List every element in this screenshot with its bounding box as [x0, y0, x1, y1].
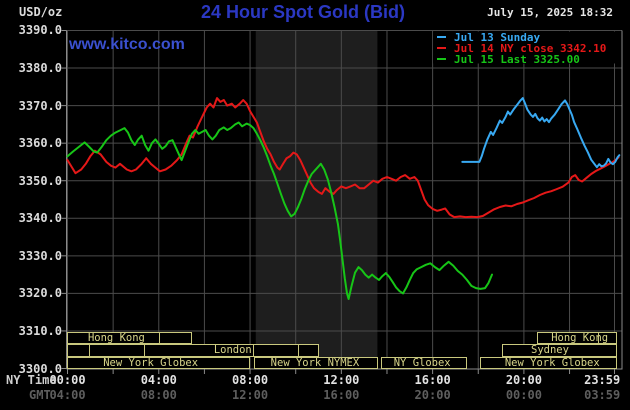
session-label: Hong Kong [87, 331, 145, 344]
legend-dash-icon [437, 47, 446, 49]
y-axis-label: 3310.0 [18, 323, 62, 338]
session-divider [597, 332, 599, 343]
x-axis-label-gmt: 03:59 [584, 388, 621, 402]
session-box-london: London [66, 344, 319, 357]
page-title: 24 Hour Spot Gold (Bid) [201, 2, 405, 22]
ny-time-axis-label: NY Time [6, 373, 57, 387]
session-label: London [213, 344, 252, 356]
session-divider [158, 332, 160, 343]
kitco-watermark-link[interactable]: www.kitco.com [69, 36, 185, 53]
nymex-session-band [255, 30, 378, 369]
y-axis-label: 3390.0 [18, 23, 62, 38]
legend-label: Jul 15 Last 3325.00 [454, 53, 580, 66]
session-label: New York Globex [103, 356, 199, 369]
jul13-sunday-line [461, 97, 621, 169]
jul15-line [66, 121, 493, 300]
y-axis-label: 3350.0 [18, 173, 62, 188]
y-axis-label: 3380.0 [18, 61, 62, 76]
y-axis-unit-label: USD/oz [19, 5, 63, 19]
x-axis-label-ny: 16:00 [414, 373, 451, 387]
session-divider [253, 345, 255, 356]
session-label: Sydney [531, 344, 569, 356]
x-axis-label-gmt: 08:00 [140, 388, 177, 402]
session-box-new-york-globex: New York Globex [479, 356, 618, 369]
session-divider [89, 345, 91, 356]
x-axis-label-gmt: 04:00 [49, 388, 86, 402]
x-axis-label-gmt: 16:00 [323, 388, 360, 402]
legend-backdrop [433, 31, 622, 64]
session-box-ny-globex: NY Globex [381, 356, 467, 369]
y-axis-label: 3360.0 [18, 136, 62, 151]
x-axis-label-ny: 08:00 [231, 373, 269, 387]
x-axis-label-ny: 23:59 [584, 373, 621, 387]
jul14-line [66, 97, 620, 219]
session-box-hong-kong: Hong Kong [536, 331, 618, 344]
session-divider [297, 345, 299, 356]
x-axis-label-ny: 00:00 [49, 373, 86, 387]
session-box-new-york-nymex: New York NYMEX [253, 356, 378, 369]
session-label: New York Globex [504, 356, 600, 369]
legend-dash-icon [437, 58, 446, 60]
x-axis-label-gmt: 00:00 [505, 388, 542, 402]
x-axis-label-ny: 12:00 [323, 373, 360, 387]
y-axis-label: 3370.0 [18, 98, 62, 113]
y-axis-label: 3320.0 [18, 286, 62, 301]
gmt-axis-label: GMT [29, 388, 51, 402]
x-axis-label-ny: 04:00 [140, 373, 177, 387]
session-box-new-york-globex: New York Globex [66, 356, 251, 369]
y-axis-label: 3340.0 [18, 211, 62, 226]
session-label: New York NYMEX [270, 356, 360, 369]
legend-dash-icon [437, 36, 446, 38]
y-axis-label: 3300.0 [18, 361, 62, 376]
x-axis-label-gmt: 12:00 [231, 388, 269, 402]
y-axis-label: 3330.0 [18, 248, 62, 263]
datetime-label: July 15, 2025 18:32 [487, 6, 613, 19]
legend-label: Jul 14 NY close 3342.10 [454, 42, 607, 55]
session-divider [143, 345, 145, 356]
session-box-hong-kong: Hong Kong [66, 331, 192, 344]
session-box-sydney: Sydney [502, 344, 618, 357]
x-axis-label-gmt: 20:00 [414, 388, 451, 402]
session-label: Hong Kong [551, 331, 609, 344]
session-label: NY Globex [393, 356, 451, 369]
legend-label: Jul 13 Sunday [454, 31, 541, 44]
x-axis-label-ny: 20:00 [505, 373, 542, 387]
